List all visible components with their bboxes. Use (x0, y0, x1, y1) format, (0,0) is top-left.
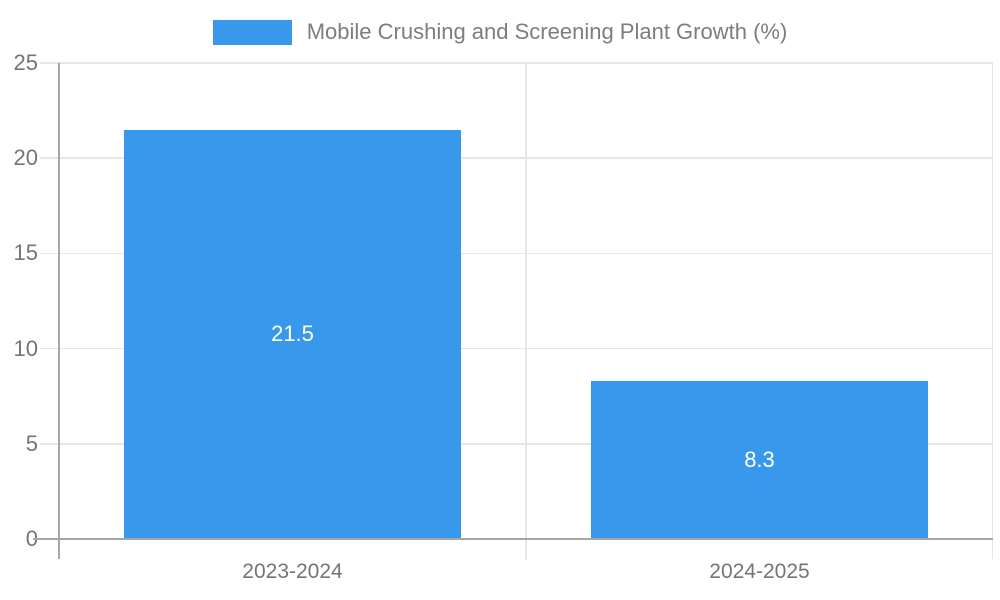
bar-value-label: 21.5 (271, 321, 314, 347)
y-axis-line (58, 63, 60, 559)
x-tick-label-2023-2024: 2023-2024 (242, 560, 343, 583)
y-tick-label-5: 5 (25, 430, 38, 456)
y-tick-label-20: 20 (13, 145, 38, 171)
bars-layer: 21.5 8.3 (59, 63, 993, 539)
chart-legend: Mobile Crushing and Screening Plant Grow… (0, 19, 1000, 45)
plot-area: 21.5 8.3 (33, 62, 993, 560)
x-axis-labels: 2023-2024 2024-2025 (59, 560, 993, 586)
bar-2024-2025[interactable]: 8.3 (590, 380, 929, 539)
gridline-y-20 (40, 157, 993, 159)
plot-right-border (991, 63, 993, 559)
gridline-y-15 (40, 252, 993, 255)
y-tick-label-15: 15 (13, 240, 38, 266)
gridline-y-25 (40, 62, 993, 64)
bar-2023-2024[interactable]: 21.5 (123, 129, 462, 539)
y-axis-labels: 0 5 10 15 20 25 (0, 51, 38, 551)
x-axis-line (33, 537, 993, 540)
y-tick-label-25: 25 (13, 50, 38, 75)
y-tick-label-0: 0 (25, 526, 38, 551)
gridline-y-10 (40, 347, 993, 350)
x-tick-label-2024-2025: 2024-2025 (709, 560, 810, 583)
legend-title: Mobile Crushing and Screening Plant Grow… (306, 19, 788, 44)
category-divider-gridline (525, 63, 527, 560)
gridline-y-5 (40, 443, 993, 445)
legend-swatch (212, 19, 292, 45)
bar-value-label: 8.3 (744, 446, 775, 472)
y-tick-label-10: 10 (13, 335, 38, 361)
